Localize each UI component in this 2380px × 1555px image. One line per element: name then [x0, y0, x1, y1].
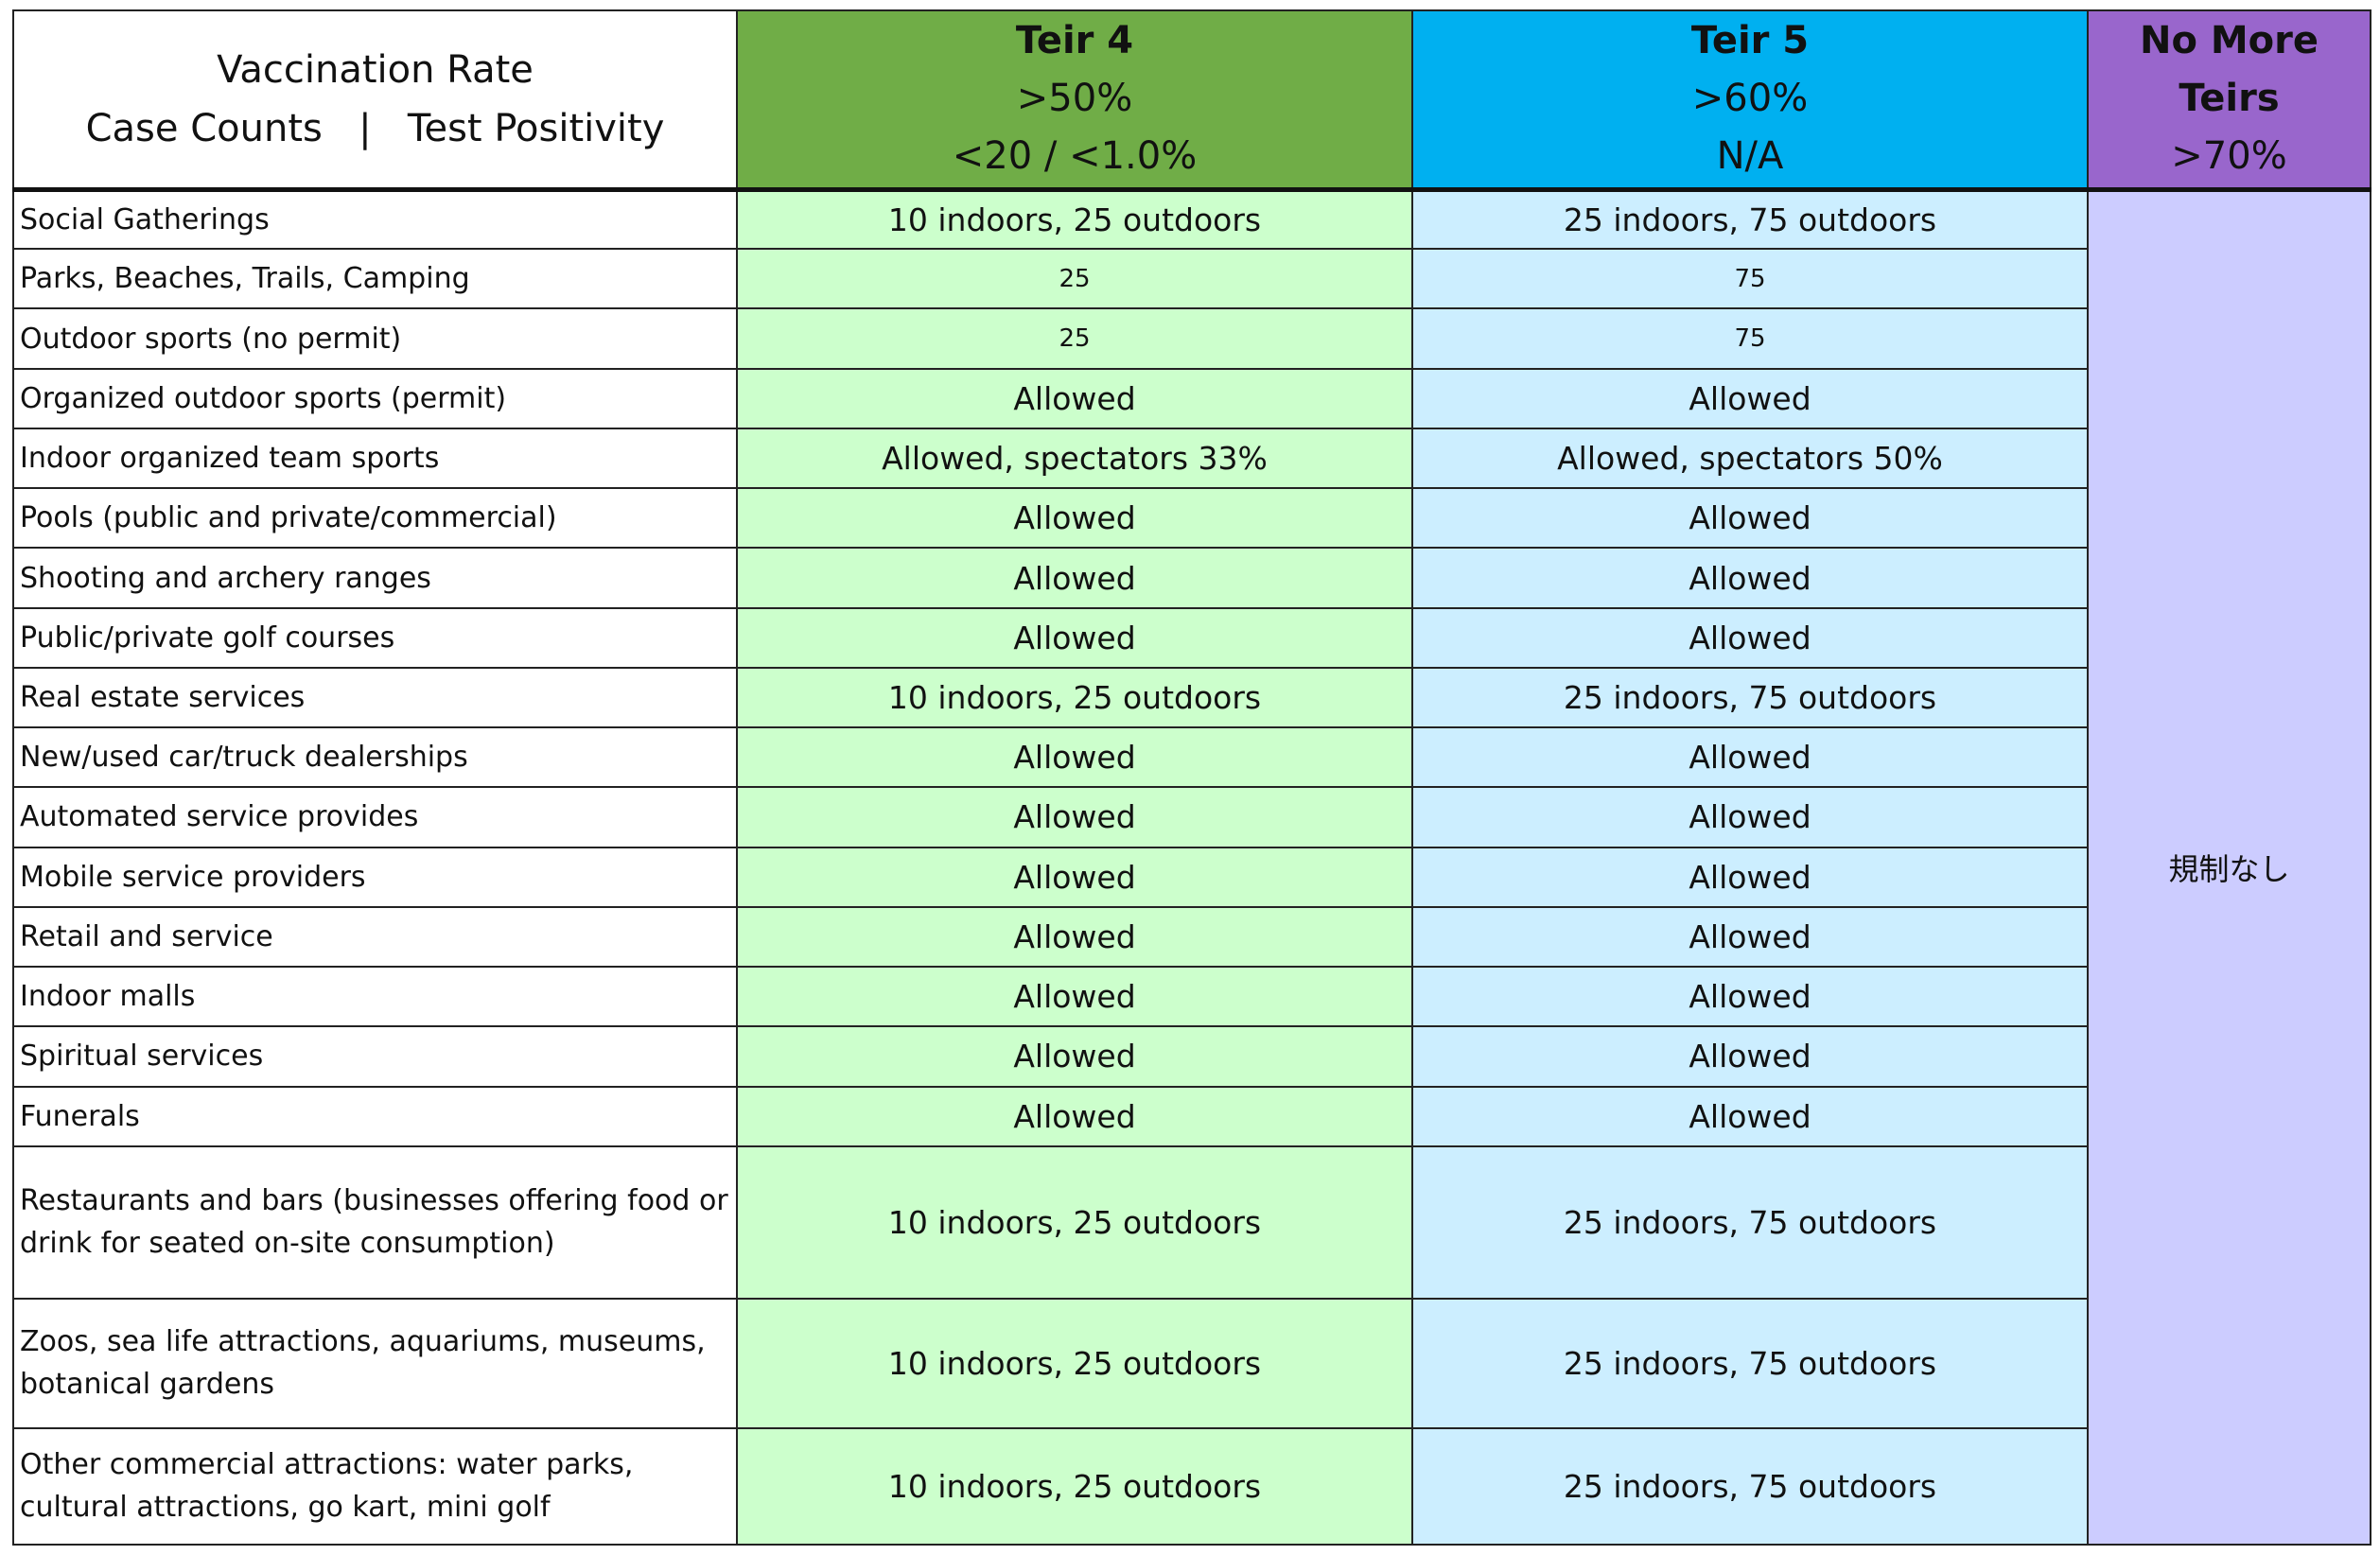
tier5-cell: Allowed	[1411, 367, 2089, 429]
case-counts-label: Case Counts	[85, 106, 323, 150]
table-row: Funerals Allowed Allowed	[12, 1085, 2371, 1147]
table-row: Zoos, sea life attractions, aquariums, m…	[12, 1297, 2371, 1429]
activity-cell: Parks, Beaches, Trails, Camping	[12, 248, 738, 310]
tier4-cell: Allowed	[736, 966, 1413, 1028]
tier4-cell: Allowed	[736, 606, 1413, 669]
tier5-vaccination: >60%	[1691, 77, 1809, 121]
tier4-cell: Allowed	[736, 547, 1413, 609]
activity-cell: Restaurants and bars (businesses offerin…	[12, 1144, 738, 1300]
tier5-cell: 75	[1411, 248, 2089, 310]
tier5-cell: Allowed	[1411, 846, 2089, 908]
activity-cell: Funerals	[12, 1085, 738, 1147]
table-row: Parks, Beaches, Trails, Camping 25 75	[12, 248, 2371, 310]
tier5-cell: Allowed	[1411, 1085, 2089, 1147]
no-more-tiers-header: No More Teirs >70%	[2087, 9, 2371, 192]
tier5-cell: Allowed	[1411, 1025, 2089, 1088]
no-restrictions-cell: 規制なし	[2087, 188, 2371, 1546]
table-row: Indoor organized team sports Allowed, sp…	[12, 427, 2371, 490]
tier4-cell: 10 indoors, 25 outdoors	[736, 1426, 1413, 1546]
tier5-cell: 25 indoors, 75 outdoors	[1411, 1297, 2089, 1429]
test-positivity-label: Test Positivity	[407, 106, 665, 150]
activity-cell: Automated service provides	[12, 786, 738, 848]
activity-cell: Indoor malls	[12, 966, 738, 1028]
tier4-cell: 10 indoors, 25 outdoors	[736, 187, 1413, 251]
tier5-cell: 25 indoors, 75 outdoors	[1411, 1144, 2089, 1300]
tier5-cell: Allowed	[1411, 547, 2089, 609]
tier5-name: Teir 5	[1690, 19, 1810, 63]
activity-cell: Real estate services	[12, 666, 738, 729]
tier5-cell: Allowed	[1411, 606, 2089, 669]
reopening-tiers-table-container: Vaccination Rate Case Counts | Test Positi…	[12, 9, 2371, 1546]
tier5-cell: Allowed	[1411, 487, 2089, 550]
activity-cell: Indoor organized team sports	[12, 427, 738, 490]
tier4-cell: Allowed	[736, 846, 1413, 908]
activity-cell: Zoos, sea life attractions, aquariums, m…	[12, 1297, 738, 1429]
table-row: Automated service provides Allowed Allow…	[12, 786, 2371, 848]
criteria-header: Vaccination Rate Case Counts | Test Positi…	[12, 9, 738, 192]
tier5-header: Teir 5 >60% N/A	[1411, 9, 2089, 192]
activity-cell: Organized outdoor sports (permit)	[12, 367, 738, 429]
table-row: Shooting and archery ranges Allowed Allo…	[12, 547, 2371, 609]
tier4-name: Teir 4	[1015, 19, 1134, 63]
tier5-cell: 25 indoors, 75 outdoors	[1411, 1426, 2089, 1546]
activity-cell: New/used car/truck dealerships	[12, 726, 738, 789]
tier4-cell: 25	[736, 307, 1413, 370]
tier5-cell: Allowed	[1411, 966, 2089, 1028]
tier5-cell: 25 indoors, 75 outdoors	[1411, 187, 2089, 251]
tier4-vaccination: >50%	[1016, 77, 1133, 121]
activity-cell: Other commercial attractions: water park…	[12, 1426, 738, 1546]
tier4-case-counts: <20 / <1.0%	[952, 134, 1198, 179]
table-row: Indoor malls Allowed Allowed	[12, 966, 2371, 1028]
activity-cell: Social Gatherings	[12, 187, 738, 251]
table-row: Real estate services 10 indoors, 25 outd…	[12, 666, 2371, 729]
table-row: Other commercial attractions: water park…	[12, 1426, 2371, 1546]
table-row: New/used car/truck dealerships Allowed A…	[12, 726, 2371, 789]
no-more-tiers-name-line1: No More	[2139, 19, 2319, 63]
table-row: Retail and service Allowed Allowed	[12, 905, 2371, 969]
tier4-cell: 10 indoors, 25 outdoors	[736, 1144, 1413, 1300]
tier4-cell: 10 indoors, 25 outdoors	[736, 666, 1413, 729]
activity-cell: Public/private golf courses	[12, 606, 738, 669]
activity-cell: Shooting and archery ranges	[12, 547, 738, 609]
table-row: Outdoor sports (no permit) 25 75	[12, 307, 2371, 370]
activity-cell: Outdoor sports (no permit)	[12, 307, 738, 370]
table-row: Organized outdoor sports (permit) Allowe…	[12, 367, 2371, 429]
tier5-cell: Allowed	[1411, 905, 2089, 969]
table-row: Mobile service providers Allowed Allowed	[12, 846, 2371, 908]
tier5-case-counts: N/A	[1716, 134, 1784, 179]
tier4-cell: Allowed	[736, 1085, 1413, 1147]
reopening-tiers-table: Vaccination Rate Case Counts | Test Positi…	[12, 9, 2371, 1546]
activity-cell: Retail and service	[12, 905, 738, 969]
activity-cell: Spiritual services	[12, 1025, 738, 1088]
case-counts-test-positivity-label: Case Counts | Test Positivity	[14, 99, 736, 158]
activity-cell: Mobile service providers	[12, 846, 738, 908]
tier5-cell: Allowed, spectators 50%	[1411, 427, 2089, 490]
vaccination-rate-label: Vaccination Rate	[217, 47, 534, 92]
tier4-cell: Allowed	[736, 726, 1413, 789]
tier4-cell: Allowed	[736, 367, 1413, 429]
tier5-cell: 25 indoors, 75 outdoors	[1411, 666, 2089, 729]
table-row: Pools (public and private/commercial) Al…	[12, 487, 2371, 550]
tier5-cell: 75	[1411, 307, 2089, 370]
tier4-cell: Allowed	[736, 905, 1413, 969]
table-row: Social Gatherings 10 indoors, 25 outdoor…	[12, 187, 2371, 1546]
no-more-tiers-vaccination: >70%	[2171, 134, 2287, 179]
tier4-cell: 10 indoors, 25 outdoors	[736, 1297, 1413, 1429]
table-row: Public/private golf courses Allowed Allo…	[12, 606, 2371, 669]
table-row: Restaurants and bars (businesses offerin…	[12, 1144, 2371, 1300]
tier5-cell: Allowed	[1411, 786, 2089, 848]
tier4-cell: Allowed	[736, 487, 1413, 550]
tier4-header: Teir 4 >50% <20 / <1.0%	[736, 9, 1413, 192]
tier5-cell: Allowed	[1411, 726, 2089, 789]
tier4-cell: 25	[736, 248, 1413, 310]
tier4-cell: Allowed, spectators 33%	[736, 427, 1413, 490]
table-row: Spiritual services Allowed Allowed	[12, 1025, 2371, 1088]
tier4-cell: Allowed	[736, 1025, 1413, 1088]
no-more-tiers-name-line2: Teirs	[2179, 77, 2280, 121]
header-separator: |	[359, 106, 372, 150]
activity-cell: Pools (public and private/commercial)	[12, 487, 738, 550]
tier4-cell: Allowed	[736, 786, 1413, 848]
header-row: Vaccination Rate Case Counts | Test Positi…	[12, 9, 2371, 192]
